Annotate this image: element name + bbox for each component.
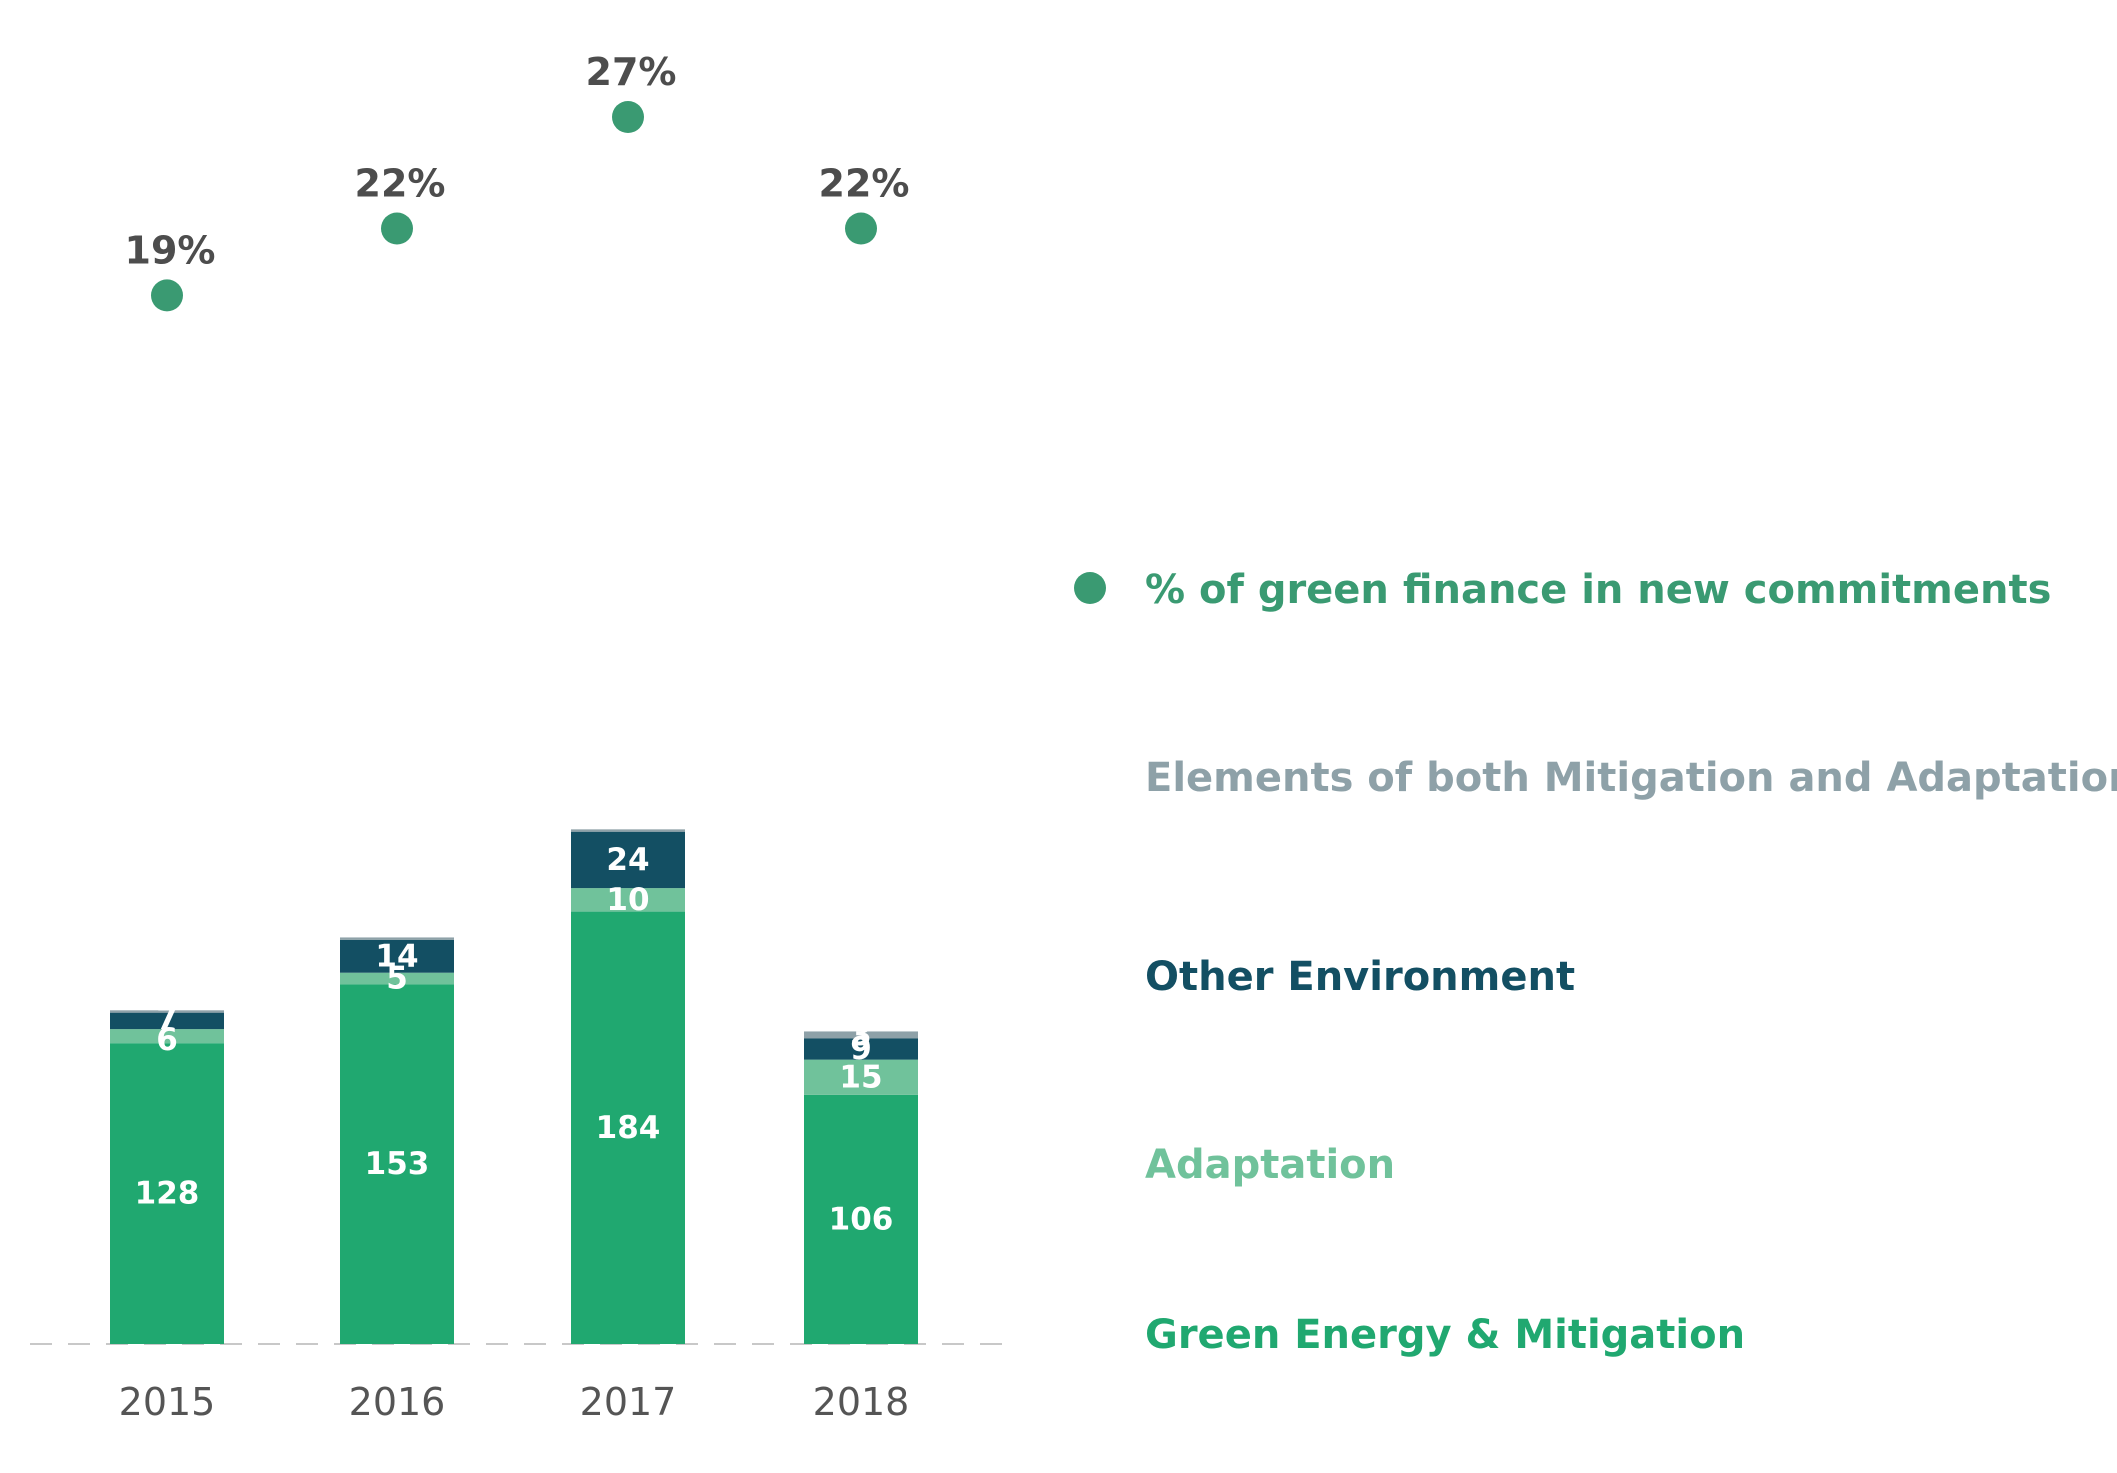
legend-item-2: Other Environment <box>1145 954 1575 1000</box>
bar-segment-2016-2 <box>340 939 454 973</box>
bar-value-label-2015-2: 7 <box>156 1001 178 1037</box>
legend-item-4: Green Energy & Mitigation <box>1145 1312 1745 1358</box>
pct-point-2016 <box>381 212 413 245</box>
bar-segment-2015-0 <box>110 1043 224 1344</box>
bar-value-label-2017-0: 184 <box>596 1110 661 1146</box>
bar-value-label-2016-0: 153 <box>365 1146 430 1182</box>
pct-label-2016: 22% <box>355 162 446 206</box>
bar-segment-2017-0 <box>571 911 685 1344</box>
bar-segment-2016-3 <box>340 937 454 940</box>
bar-segment-2016-1 <box>340 972 454 985</box>
bar-value-label-2015-1: 6 <box>156 1022 178 1058</box>
legend-item-1: Elements of both Mitigation and Adaptati… <box>1145 755 2117 801</box>
x-tick-label-2018: 2018 <box>813 1380 910 1424</box>
pct-point-2015 <box>151 279 183 312</box>
bar-value-label-2017-2: 24 <box>606 842 649 878</box>
bar-value-label-2018-3: 3 <box>850 1017 872 1053</box>
bar-segment-2018-0 <box>804 1094 918 1344</box>
bar-segment-2017-3 <box>571 829 685 832</box>
bar-segment-2016-0 <box>340 984 454 1344</box>
bar-value-label-2018-1: 15 <box>839 1059 882 1095</box>
x-tick-label-2015: 2015 <box>119 1380 216 1424</box>
bar-segment-2015-1 <box>110 1029 224 1044</box>
bar-segment-2017-2 <box>571 831 685 889</box>
bar-value-label-2017-1: 10 <box>606 882 649 918</box>
bar-segment-2015-3 <box>110 1010 224 1013</box>
bar-value-label-2018-0: 106 <box>829 1201 894 1237</box>
bar-value-label-2016-2: 14 <box>375 938 418 974</box>
bar-value-label-2016-1: 5 <box>386 961 408 997</box>
bar-value-label-2018-2: 9 <box>850 1031 872 1067</box>
pct-label-2015: 19% <box>125 228 216 272</box>
pct-label-2018: 22% <box>819 162 910 206</box>
bar-segment-2018-1 <box>804 1059 918 1095</box>
bar-segment-2018-2 <box>804 1038 918 1060</box>
x-tick-label-2017: 2017 <box>580 1380 677 1424</box>
x-tick-label-2016: 2016 <box>349 1380 446 1424</box>
bar-segment-2017-1 <box>571 888 685 912</box>
legend-dot-icon <box>1074 572 1106 604</box>
legend-item-3: Adaptation <box>1145 1142 1395 1188</box>
bar-segment-2018-3 <box>804 1031 918 1039</box>
pct-label-2017: 27% <box>586 50 677 94</box>
bar-segment-2015-2 <box>110 1012 224 1030</box>
pct-point-2018 <box>845 212 877 245</box>
pct-point-2017 <box>612 101 644 133</box>
legend-item-0: % of green finance in new commitments <box>1145 567 2051 613</box>
bar-value-label-2015-0: 128 <box>135 1176 200 1212</box>
